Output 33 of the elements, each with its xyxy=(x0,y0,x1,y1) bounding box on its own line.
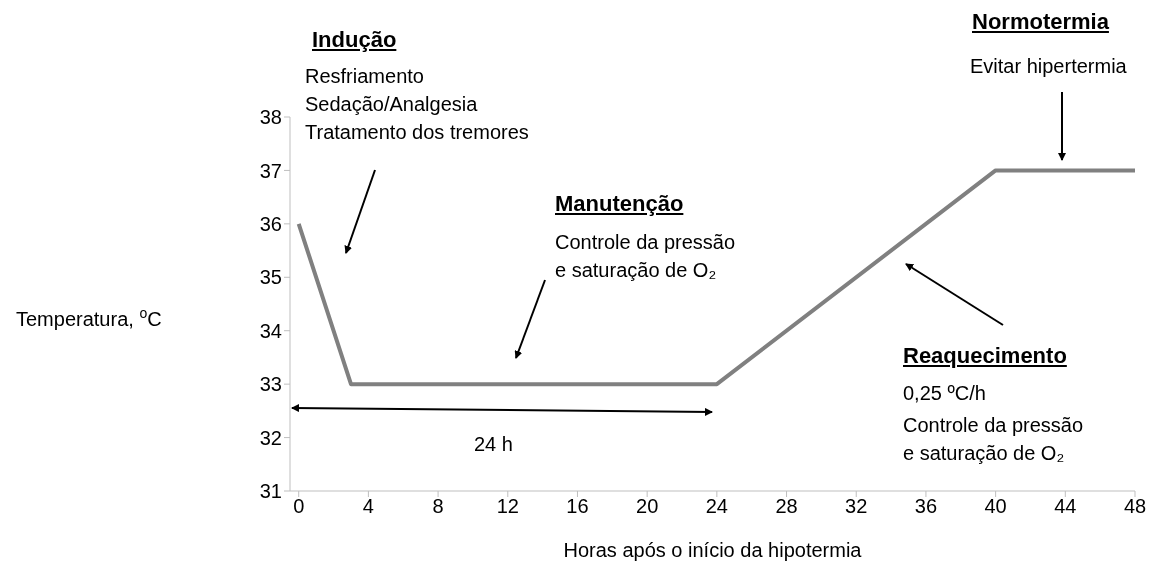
annotation: 0,25 ºC/h xyxy=(903,381,986,406)
annotation: Manutenção xyxy=(555,190,684,218)
y-axis-title: Temperatura, $^{o}$C xyxy=(16,305,162,330)
x-axis-title: Horas após o início da hipotermia xyxy=(563,539,863,561)
x-tick-label: 8 xyxy=(432,495,444,518)
text: Evitar hipertermia xyxy=(970,54,1127,79)
x-tick-label: 44 xyxy=(1054,495,1077,518)
x-tick-label: 12 xyxy=(496,495,519,518)
x-tick-label: 36 xyxy=(914,495,938,518)
y-tick-label: 35 xyxy=(259,266,282,289)
x-tick-label: 40 xyxy=(984,495,1007,518)
annotation: Controle da pressão e saturação de O₂ xyxy=(903,413,1084,466)
y-tick-label: 34 xyxy=(259,319,282,342)
y-tick-label: 32 xyxy=(259,426,282,449)
x-tick-label: 28 xyxy=(775,495,798,518)
x-tick-label: 24 xyxy=(705,495,728,518)
annotation: Resfriamento Sedação/Analgesia Tratamento dos tremores xyxy=(305,64,529,145)
y-tick-label: 36 xyxy=(259,212,282,235)
annotation: Controle da pressão e saturação de O₂ xyxy=(555,230,736,283)
y-tick-label: 37 xyxy=(259,159,282,182)
x-tick-label: 16 xyxy=(566,495,589,518)
x-tick-label: 0 xyxy=(293,495,305,518)
annotation: 24 h xyxy=(474,432,513,457)
text: Indução xyxy=(312,26,397,54)
text: Normotermia xyxy=(972,8,1109,36)
x-tick-label: 32 xyxy=(845,495,868,518)
x-tick-label: 4 xyxy=(362,495,374,518)
annotation: Reaquecimento xyxy=(903,342,1067,370)
x-tick-label: 48 xyxy=(1123,495,1147,518)
x-tick-label: 20 xyxy=(636,495,659,518)
y-tick-label: 38 xyxy=(259,106,282,129)
y-tick-label: 31 xyxy=(259,480,282,503)
y-tick-label: 33 xyxy=(259,373,282,396)
